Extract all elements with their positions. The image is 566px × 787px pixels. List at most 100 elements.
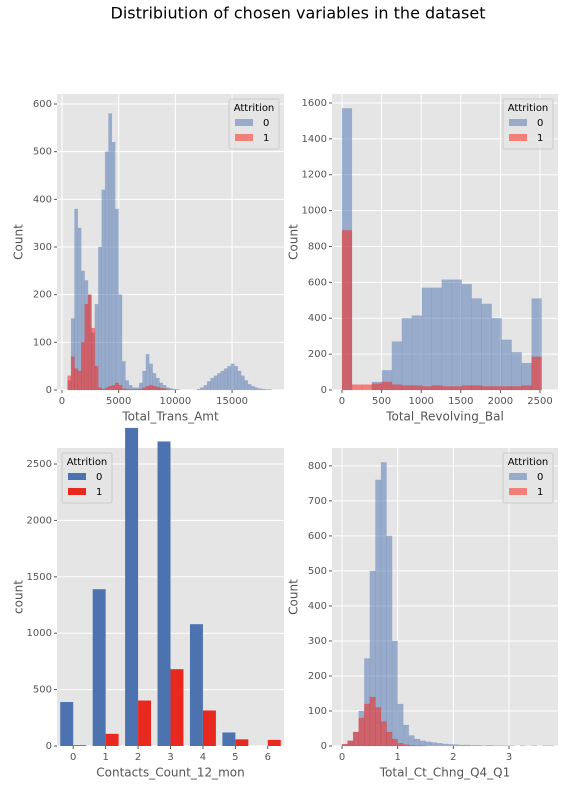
histogram-bar [391, 384, 403, 391]
histogram-bar [511, 386, 522, 391]
y-tick-label: 0 [46, 741, 52, 752]
x-tick-label: 1500 [448, 396, 473, 407]
histogram-bar [84, 303, 89, 391]
histogram-bar [391, 640, 398, 747]
histogram-bar [98, 246, 102, 391]
histogram-bar [111, 141, 116, 391]
histogram-bar [491, 317, 502, 391]
histogram-bar [227, 365, 232, 391]
histogram-bar [421, 386, 433, 391]
histogram-bar [451, 279, 463, 391]
histogram-bar [121, 388, 126, 391]
histogram-bar [451, 386, 463, 391]
bar [170, 669, 184, 746]
histogram-bar [471, 298, 482, 391]
histogram-bar [403, 724, 410, 747]
histogram-bar [397, 742, 404, 747]
histogram-bar [471, 385, 482, 391]
x-tick-label: 4 [200, 752, 206, 763]
bar [235, 739, 249, 746]
histogram-bar [403, 744, 410, 747]
y-axis-label: Count [287, 224, 301, 260]
histogram-bar [108, 385, 113, 391]
y-tick-label: 400 [308, 601, 327, 612]
histogram-bar [94, 365, 99, 391]
histogram-bar [386, 731, 393, 747]
x-tick-label: 0 [59, 396, 65, 407]
y-tick-label: 500 [33, 147, 52, 158]
x-tick-label: 0 [339, 396, 345, 407]
x-tick-label: 3 [506, 752, 512, 763]
legend-label: 0 [537, 118, 543, 129]
x-tick-label: 2 [135, 752, 141, 763]
histogram-bar [155, 386, 160, 391]
y-tick-label: 1200 [302, 170, 327, 181]
y-tick-label: 0 [46, 385, 52, 396]
x-axis-label: Total_Ct_Chng_Q4_Q1 [379, 766, 510, 780]
histogram-bar [411, 315, 423, 391]
histogram-bar [257, 388, 262, 391]
histogram-bar [375, 479, 382, 747]
histogram-bar [461, 283, 472, 391]
histogram-bar [464, 744, 471, 747]
histogram-bar [169, 388, 174, 391]
histogram-bar [70, 356, 75, 391]
histogram-bar [369, 696, 376, 747]
legend-swatch [235, 119, 253, 126]
x-tick-label: 6 [265, 752, 271, 763]
y-axis-label: count [12, 580, 26, 614]
x-tick-label: 500 [372, 396, 391, 407]
histogram-bar [115, 208, 119, 391]
histogram-bar [152, 385, 157, 391]
x-tick-label: 0 [339, 752, 345, 763]
bar [267, 739, 281, 746]
histogram-bar [380, 721, 387, 747]
histogram-bar [521, 385, 532, 391]
histogram-bar [77, 370, 82, 391]
legend-label: 0 [96, 472, 102, 483]
histogram-bar [430, 742, 437, 747]
histogram-bar [347, 740, 354, 747]
histogram-bar [217, 373, 221, 391]
histogram-bar [210, 377, 215, 391]
histogram-bar [481, 303, 492, 391]
x-tick-label: 2 [450, 752, 456, 763]
x-tick-label: 10000 [159, 396, 191, 407]
histogram-bar [414, 738, 421, 747]
x-tick-label: 1000 [408, 396, 433, 407]
histogram-bar [98, 387, 102, 391]
histogram-bar [458, 744, 465, 747]
histogram-bar [125, 380, 130, 391]
y-tick-label: 100 [308, 706, 327, 717]
histogram-bar [81, 342, 85, 391]
bar [202, 710, 216, 746]
histogram-bar [240, 375, 245, 391]
histogram-bar [125, 388, 130, 391]
x-tick-label: 2000 [488, 396, 513, 407]
histogram-bar [436, 742, 443, 747]
legend-swatch [68, 488, 86, 495]
y-tick-label: 800 [308, 241, 327, 252]
histogram-bar [431, 287, 443, 391]
histogram-bar [371, 383, 383, 391]
histogram-bar [237, 370, 242, 391]
histogram-bar [341, 743, 348, 747]
histogram-bar [159, 387, 164, 391]
x-tick-label: 5 [232, 752, 238, 763]
histogram-bar [391, 738, 398, 747]
legend-label: 0 [537, 472, 543, 483]
histogram-bar [425, 741, 432, 747]
y-axis-label: Count [287, 579, 301, 615]
histogram-bar [441, 743, 449, 747]
histogram-bar [475, 745, 482, 747]
histogram-bar [501, 386, 512, 391]
histogram-bar [254, 387, 259, 391]
legend-title: Attrition [67, 457, 108, 468]
histogram-bar [361, 384, 373, 391]
histogram-bar [108, 113, 113, 391]
histogram-bar [196, 388, 201, 391]
histogram-bar [364, 703, 371, 747]
histogram-bar [67, 375, 72, 391]
x-tick-label: 5000 [106, 396, 131, 407]
histogram-bar [111, 384, 116, 391]
